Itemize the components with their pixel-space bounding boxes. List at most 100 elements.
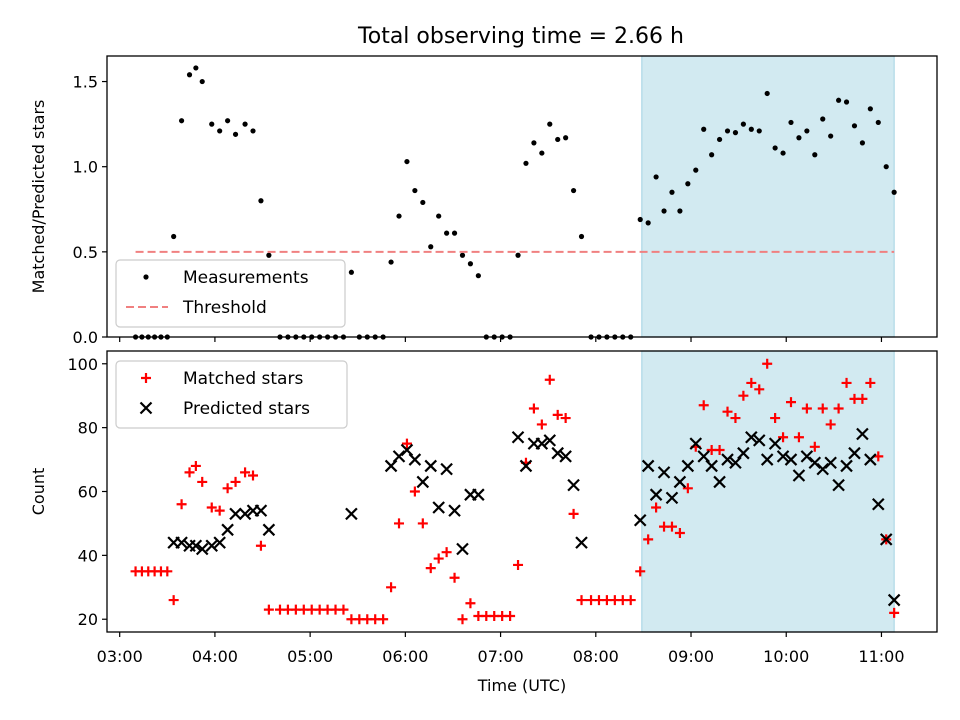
matched-stars-point	[857, 393, 868, 404]
predicted-stars-point	[887, 593, 901, 607]
matched-stars-point	[378, 614, 389, 625]
matched-stars-point	[222, 483, 233, 494]
predicted-stars-point	[633, 513, 647, 527]
matched-stars-point	[457, 614, 468, 625]
measurement-point	[186, 72, 193, 78]
measurement-point	[217, 128, 223, 134]
measurement-point	[820, 116, 826, 122]
matched-stars-point	[184, 467, 195, 478]
legend-label: Threshold	[182, 298, 267, 318]
y-tick-label: 1.5	[73, 73, 98, 92]
x-tick-label: 11:00	[858, 647, 904, 666]
x-tick-label: 06:00	[382, 647, 428, 666]
measurement-point	[756, 128, 762, 134]
matched-stars-point	[417, 518, 428, 529]
measurement-point	[836, 97, 842, 103]
series-predicted-stars	[167, 427, 901, 607]
matched-stars-point	[738, 390, 749, 401]
measurement-point	[444, 230, 450, 236]
predicted-stars-point	[424, 459, 438, 473]
predicted-stars-point	[784, 453, 798, 466]
matched-stars-point	[197, 476, 208, 487]
matched-stars-point	[206, 502, 217, 513]
predicted-stars-point	[472, 488, 485, 501]
matched-stars-point	[666, 521, 677, 532]
matched-stars-point	[785, 397, 796, 408]
y-tick-label: 80	[78, 419, 98, 438]
measurement-point	[193, 65, 199, 71]
measurement-point	[716, 136, 723, 143]
predicted-stars-point	[408, 453, 422, 466]
measurement-point	[875, 119, 881, 126]
measurement-point	[740, 121, 746, 127]
matched-stars-point	[409, 486, 420, 497]
measurement-point	[637, 216, 643, 223]
measurement-point	[250, 128, 256, 134]
y-tick-label: 1.0	[73, 158, 98, 177]
observing-window-span	[641, 350, 895, 633]
matched-stars-point	[651, 502, 662, 513]
measurement-point	[828, 133, 834, 139]
y-tick-label: 100	[67, 355, 98, 374]
measurement-point	[348, 269, 354, 275]
matched-stars-point	[441, 547, 452, 558]
x-tick-label: 10:00	[763, 647, 809, 666]
x-tick-label: 08:00	[573, 647, 619, 666]
predicted-stars-point	[448, 504, 461, 517]
matched-stars-point	[625, 595, 636, 606]
predicted-stars-point	[345, 507, 358, 521]
matched-stars-point	[754, 384, 765, 395]
predicted-stars-point	[864, 453, 877, 466]
predicted-stars-point	[535, 437, 549, 450]
legend-label: Measurements	[183, 268, 309, 288]
predicted-stars-point	[697, 450, 710, 463]
matched-stars-point	[746, 377, 757, 388]
predicted-stars-point	[238, 507, 252, 521]
x-tick-label: 09:00	[668, 647, 714, 666]
predicted-stars-point	[879, 533, 893, 546]
predicted-stars-point	[721, 453, 734, 466]
matched-stars-point	[433, 553, 444, 564]
legend: Measurements Threshold	[115, 259, 346, 328]
measurement-point	[420, 199, 426, 206]
matched-stars-point	[778, 432, 789, 443]
matched-stars-point	[230, 476, 241, 487]
predicted-stars-point	[543, 434, 557, 447]
predicted-stars-point	[824, 456, 837, 470]
matched-stars-point	[722, 406, 733, 417]
matched-stars-point	[793, 432, 804, 443]
chart-title: Total observing time = 2.66 h	[357, 24, 684, 49]
predicted-stars-point	[649, 488, 663, 501]
predicted-stars-point	[792, 469, 806, 482]
predicted-stars-point	[432, 501, 445, 514]
measurement-point	[685, 181, 691, 187]
predicted-stars-point	[221, 523, 234, 537]
y-axis-label: Matched/Predicted stars	[29, 100, 48, 294]
matched-stars-point	[682, 483, 693, 494]
predicted-stars-point	[567, 478, 580, 492]
matched-stars-point	[190, 460, 201, 471]
matched-stars-point	[825, 419, 836, 430]
measurement-point	[225, 118, 231, 124]
measurement-point	[859, 140, 866, 146]
predicted-stars-point	[768, 437, 782, 450]
predicted-stars-point	[856, 427, 869, 441]
measurement-point	[843, 99, 850, 105]
measurement-point	[459, 252, 466, 258]
legend-box	[115, 360, 348, 429]
legend-box	[115, 259, 346, 328]
legend-label: Predicted stars	[183, 399, 310, 419]
y-tick-label: 40	[78, 546, 98, 565]
measurement-point	[796, 135, 802, 141]
predicted-stars-point	[205, 539, 219, 553]
predicted-stars-point	[689, 437, 703, 450]
matched-stars-point	[576, 595, 587, 606]
measurement-point	[467, 261, 474, 267]
matched-stars-point	[801, 403, 812, 414]
matched-stars-point	[176, 499, 187, 510]
predicted-stars-point	[400, 443, 414, 457]
measurement-point	[531, 140, 537, 146]
matched-stars-point	[425, 563, 436, 574]
predicted-stars-point	[681, 459, 695, 473]
